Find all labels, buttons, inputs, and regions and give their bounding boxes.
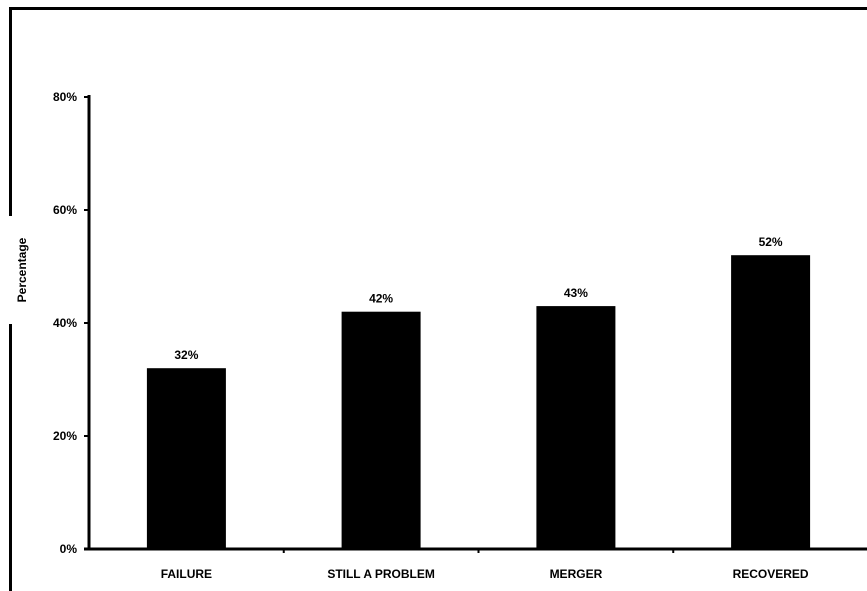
x-tick-label: RECOVERED <box>733 567 809 581</box>
bar-recovered <box>731 255 811 549</box>
y-axis-label: Percentage <box>15 237 29 303</box>
y-tick-label: 0% <box>60 542 78 556</box>
data-label: 43% <box>564 286 588 300</box>
y-tick-label: 80% <box>53 90 77 104</box>
data-label: 42% <box>369 292 393 306</box>
bars-layer <box>146 255 811 549</box>
x-tick-label: FAILURE <box>161 567 212 581</box>
y-tick-label: 40% <box>53 316 77 330</box>
bar-still-a-problem <box>341 311 421 549</box>
y-tick-label: 20% <box>53 429 77 443</box>
y-tick-label: 60% <box>53 203 77 217</box>
bar-failure <box>146 368 226 549</box>
bar-merger <box>536 306 616 549</box>
x-tick-label: MERGER <box>550 567 603 581</box>
axis-layer <box>84 95 867 553</box>
data-label: 52% <box>759 235 783 249</box>
labels-layer: 32% FAILURE 42% STILL A PROBLEM 43% MERGER 52%… <box>53 90 809 581</box>
x-tick-label: STILL A PROBLEM <box>327 567 435 581</box>
data-label: 32% <box>174 348 198 362</box>
ylabel-mask <box>7 216 15 324</box>
